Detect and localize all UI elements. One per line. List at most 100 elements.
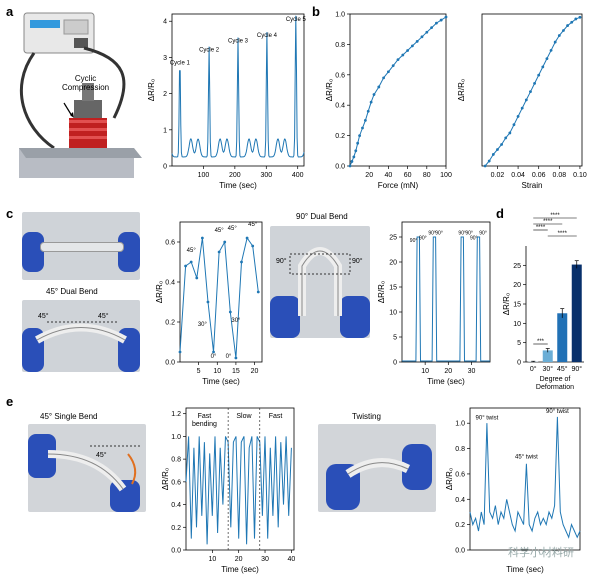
data-point [240, 260, 243, 264]
cycle-label: Cycle 2 [199, 48, 220, 54]
photo-c-45-mark-right: 45° [98, 313, 109, 320]
annotation-label: 90° [470, 236, 478, 242]
x-tick-label: 15 [232, 368, 240, 375]
data-point [256, 290, 260, 294]
cyclic-compression-label: Cyclic Compression [62, 74, 110, 92]
photo-c-45-mark-left: 45° [38, 313, 49, 320]
data-point [425, 30, 429, 34]
x-tick-label: 0.08 [553, 172, 567, 179]
data-point [348, 164, 352, 168]
annotation-label: 90° [465, 231, 473, 237]
data-point [184, 264, 187, 268]
data-point [430, 26, 433, 30]
x-axis-label: Degree of [540, 376, 571, 383]
annotation-label: 90° [479, 231, 487, 237]
x-axis-label-line2: Deformation [536, 384, 574, 391]
x-tick-label: 5 [197, 368, 201, 375]
data-point [541, 65, 545, 69]
y-tick-label: 1 [163, 127, 167, 134]
data-point [553, 40, 557, 44]
data-point [189, 260, 193, 264]
y-axis-label: ΔR/R₀ [161, 468, 170, 490]
x-tick-label: 0° [530, 365, 537, 373]
y-tick-label: 0.4 [335, 103, 345, 110]
annotation-label: 45° [228, 226, 238, 232]
y-tick-label: 0.6 [335, 72, 345, 79]
x-tick-label: 90° [571, 365, 582, 373]
plot-frame [171, 13, 305, 167]
y-tick-label: 0.2 [165, 320, 175, 327]
annotation-label: 30° [231, 318, 241, 324]
y-tick-label: 0.0 [335, 164, 345, 171]
annotation-label: 45° [248, 222, 258, 228]
x-tick-label: 10 [421, 368, 429, 375]
cycle-label: Cycle 5 [286, 17, 307, 23]
photo-c-90-mark-left: 90° [276, 258, 287, 265]
y-tick-label: 1.0 [455, 421, 465, 428]
annotation-label: 45° [187, 248, 197, 254]
y-tick-label: 25 [389, 235, 397, 242]
annotation-label: 45° [215, 228, 225, 234]
x-tick-label: 20 [365, 172, 373, 179]
annotation-label: 90° twist [546, 409, 569, 415]
cycle-label: Cycle 4 [257, 33, 278, 39]
cycle-label: Cycle 1 [170, 60, 191, 66]
x-tick-label: 200 [229, 172, 241, 179]
data-point [387, 70, 390, 74]
data-point [491, 153, 495, 156]
x-tick-label: 30° [542, 365, 553, 373]
significance-label: **** [558, 231, 568, 237]
data-point [382, 76, 385, 80]
x-axis-label: Time (sec) [221, 565, 259, 574]
y-tick-label: 0.6 [171, 479, 181, 486]
data-point [396, 58, 400, 61]
y-axis-label: ΔR/R₀ [502, 293, 511, 315]
y-tick-label: 20 [513, 282, 521, 289]
data-point [420, 35, 424, 39]
x-tick-label: 30 [468, 368, 476, 375]
y-tick-label: 15 [389, 285, 397, 292]
bar [557, 313, 568, 362]
y-tick-label: 0 [393, 360, 397, 367]
data-point [566, 24, 569, 27]
data-point [578, 15, 582, 19]
data-point [352, 155, 356, 159]
data-point [406, 49, 409, 52]
series-line-c1 [179, 236, 259, 359]
y-tick-label: 0.6 [455, 471, 465, 478]
data-point [508, 131, 512, 135]
y-tick-label: 3 [163, 55, 167, 62]
y-tick-label: 0.0 [171, 548, 181, 555]
x-tick-label: 20 [251, 368, 259, 375]
y-axis-label: ΔR/R₀ [155, 281, 164, 303]
y-tick-label: 0.8 [455, 446, 465, 453]
x-tick-label: 0.06 [532, 172, 546, 179]
y-tick-label: 10 [389, 310, 397, 317]
panel-label-e: e [6, 394, 14, 409]
x-tick-label: 60 [404, 172, 412, 179]
series-line-b-force [349, 16, 447, 167]
series-line-e1 [185, 436, 292, 545]
y-tick-label: 5 [517, 340, 521, 347]
data-point [356, 141, 360, 145]
plot-frame [481, 13, 583, 167]
data-point [483, 164, 487, 168]
bar [571, 264, 582, 362]
annotation-label: 30° [198, 322, 208, 328]
photo-e-45-mark: 45° [96, 452, 107, 459]
x-tick-label: 0.04 [511, 172, 525, 179]
annotation-label: 90° twist [476, 415, 499, 421]
x-axis-label: Force (mN) [378, 181, 419, 190]
data-point [487, 159, 491, 163]
data-point [234, 356, 238, 360]
data-point [415, 39, 419, 43]
series-line-e2 [469, 416, 581, 539]
y-tick-label: 0.6 [165, 240, 175, 247]
plot-frame [401, 221, 491, 363]
chart-d-bar: 0 5 10 15 20 25 0° 30° 45° 90°Degree ofDeformatio… [502, 213, 584, 391]
plot-frame [349, 13, 447, 167]
y-axis-label: ΔR/R₀ [147, 79, 156, 101]
data-point [363, 119, 367, 122]
